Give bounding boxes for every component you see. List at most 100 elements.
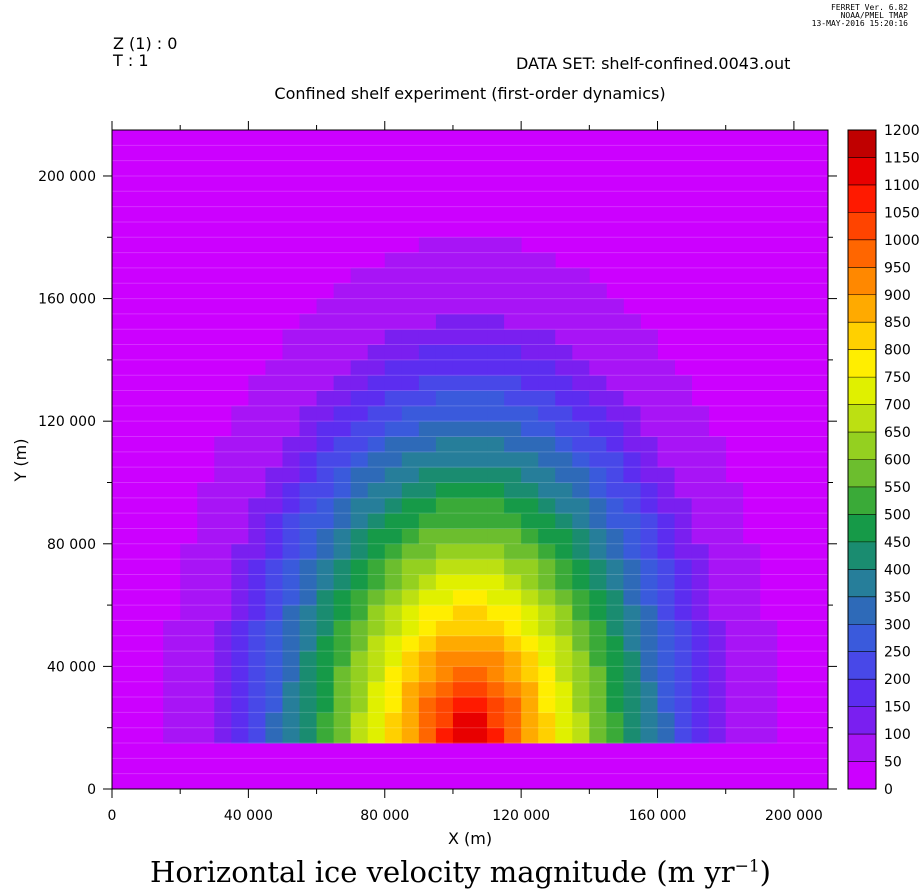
heatmap-cell [657, 421, 675, 437]
heatmap-cell [555, 329, 573, 345]
heatmap-cell [691, 451, 710, 468]
heatmap-cell [504, 313, 522, 330]
heatmap-cell [538, 252, 556, 269]
heatmap-cell [521, 405, 539, 422]
heatmap-cell [282, 375, 300, 391]
heatmap-cell [487, 467, 505, 483]
heatmap-cell [555, 605, 573, 621]
heatmap-cell [452, 574, 471, 591]
heatmap-cell [333, 589, 352, 606]
heatmap-cell [708, 451, 727, 468]
colorbar-swatch [848, 459, 876, 488]
heatmap-cell [384, 620, 403, 637]
heatmap-cell [299, 712, 317, 729]
heatmap-cell [555, 405, 573, 422]
heatmap-cell [350, 359, 369, 376]
heatmap-cell [367, 298, 386, 315]
heatmap-cell [572, 482, 590, 499]
z-level-label: Z (1) : 0 [113, 34, 178, 53]
heatmap-cell [418, 666, 437, 683]
heatmap-cell [640, 421, 658, 437]
heatmap-grid [112, 144, 828, 775]
heatmap-cell [521, 589, 539, 606]
heatmap-cell [435, 375, 454, 391]
heatmap-cell [248, 666, 266, 683]
heatmap-cell [265, 727, 283, 744]
heatmap-cell [248, 528, 266, 545]
heatmap-cell [282, 421, 300, 437]
heatmap-cell [316, 605, 335, 621]
heatmap-cell [299, 574, 317, 591]
heatmap-cell [401, 497, 420, 514]
heatmap-cell [350, 589, 369, 606]
heatmap-cell [521, 651, 539, 667]
heatmap-cell [418, 697, 437, 713]
heatmap-cell [180, 589, 198, 606]
heatmap-cell [487, 451, 505, 468]
heatmap-cell [640, 451, 658, 468]
heatmap-cell [572, 283, 590, 299]
heatmap-cell [333, 482, 352, 499]
heatmap-cell [316, 651, 335, 667]
heatmap-cell [248, 390, 266, 407]
heatmap-cell [231, 559, 249, 575]
heatmap-cell [572, 651, 590, 667]
heatmap-cell [487, 267, 505, 284]
heatmap-cell [435, 681, 454, 698]
heatmap-cell [282, 482, 300, 499]
heatmap-cell [470, 574, 488, 591]
heatmap-cell [197, 620, 215, 637]
heatmap-cell [367, 528, 386, 545]
colorbar-label: 900 [884, 288, 911, 304]
heatmap-cell [180, 559, 198, 575]
heatmap-cell [640, 528, 658, 545]
heatmap-cell [691, 482, 710, 499]
heatmap-cell [435, 605, 454, 621]
heatmap-cell [316, 727, 335, 744]
heatmap-cell [708, 436, 727, 453]
heatmap-cell [555, 574, 573, 591]
heatmap-cell [180, 651, 198, 667]
heatmap-cell [691, 436, 710, 453]
heatmap-cell [384, 543, 403, 560]
heatmap-cell [589, 528, 607, 545]
heatmap-cell [401, 375, 420, 391]
heatmap-cell [316, 697, 335, 713]
heatmap-cell [487, 298, 505, 315]
heatmap-cell [538, 267, 556, 284]
heatmap-cell [418, 359, 437, 376]
heatmap-cell [282, 727, 300, 744]
heatmap-cell [521, 359, 539, 376]
heatmap-cell [333, 329, 352, 345]
heatmap-cell [589, 482, 607, 499]
heatmap-cell [504, 329, 522, 345]
heatmap-cell [555, 697, 573, 713]
heatmap-cell [521, 467, 539, 483]
heatmap-cell [299, 313, 317, 330]
heatmap-cell [708, 497, 727, 514]
heatmap-cell [401, 651, 420, 667]
heatmap-cell [282, 513, 300, 529]
heatmap-cell [452, 421, 471, 437]
heatmap-cell [538, 513, 556, 529]
heatmap-cell [572, 589, 590, 606]
heatmap-cell [623, 528, 641, 545]
heatmap-cell [333, 497, 352, 514]
heatmap-cell [759, 681, 778, 698]
heatmap-cell [248, 559, 266, 575]
heatmap-cell [504, 635, 522, 652]
heatmap-cell [367, 727, 386, 744]
heatmap-cell [197, 605, 215, 621]
heatmap-cell [521, 390, 539, 407]
heatmap-cell [555, 681, 573, 698]
heatmap-cell [350, 405, 369, 422]
heatmap-cell [452, 375, 471, 391]
heatmap-cell [197, 681, 215, 698]
heatmap-cell [418, 482, 437, 499]
heatmap-cell [401, 390, 420, 407]
heatmap-cell [367, 513, 386, 529]
heatmap-cell [725, 559, 744, 575]
heatmap-cell [248, 543, 266, 560]
y-tick-label: 40 000 [47, 659, 96, 675]
